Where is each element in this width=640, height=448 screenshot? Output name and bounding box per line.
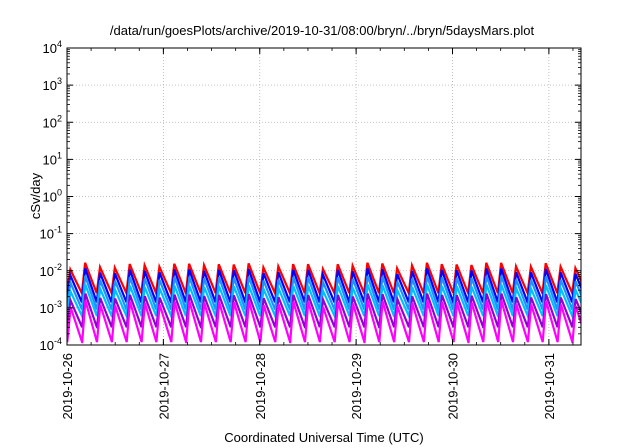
x-axis-label: Coordinated Universal Time (UTC) <box>224 430 423 445</box>
x-tick-label: 2019-10-29 <box>349 353 364 420</box>
y-tick-label: 10-2 <box>40 262 62 279</box>
y-tick-label: 10-3 <box>40 299 62 316</box>
x-tick-label: 2019-10-28 <box>253 353 268 420</box>
y-tick-label: 10-4 <box>40 336 62 353</box>
x-tick-label: 2019-10-27 <box>156 353 171 420</box>
x-tick-label: 2019-10-30 <box>446 353 461 420</box>
y-tick-label: 104 <box>43 39 62 56</box>
y-tick-label: 103 <box>43 76 62 93</box>
y-axis-label: cSv/day <box>28 172 43 219</box>
series-group <box>67 260 581 344</box>
y-tick-label: 10-1 <box>40 225 62 242</box>
x-tick-label: 2019-10-31 <box>542 353 557 420</box>
y-tick-label: 101 <box>43 150 62 167</box>
y-tick-label: 102 <box>43 113 62 130</box>
y-axis-ticks: 10-4 10-3 10-2 10-1 100 101 102 103 104 <box>40 39 581 353</box>
x-tick-label: 2019-10-26 <box>60 353 75 420</box>
chart-title: /data/run/goesPlots/archive/2019-10-31/0… <box>110 23 535 38</box>
x-axis-ticks: 2019-10-26 2019-10-27 2019-10-28 2019-10-29… <box>60 48 574 420</box>
series-line-6 <box>67 300 581 344</box>
y-tick-label: 100 <box>43 188 62 205</box>
